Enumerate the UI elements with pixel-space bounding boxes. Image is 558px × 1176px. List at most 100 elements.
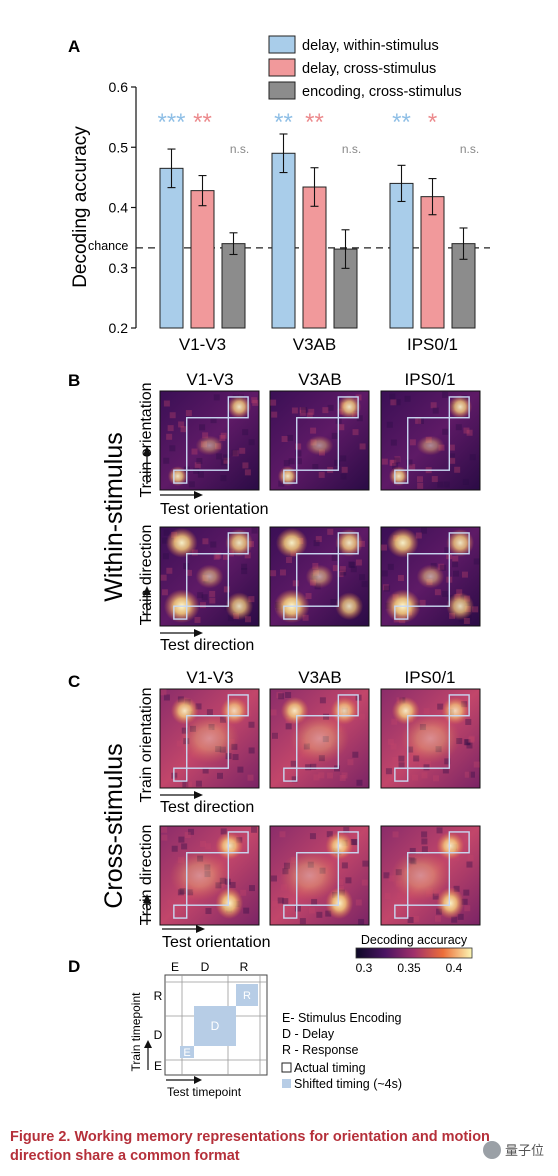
train-orientation-label-c: Train orientation bbox=[138, 687, 155, 802]
heatmap bbox=[159, 688, 260, 789]
legend-label-encoding: encoding, cross-stimulus bbox=[302, 84, 462, 100]
figure: A delay, within-stimulus delay, cross-st… bbox=[68, 35, 490, 1099]
within-stimulus-label: Within-stimulus bbox=[100, 432, 128, 601]
bar bbox=[302, 186, 327, 329]
heatmap bbox=[269, 526, 370, 627]
cross-stimulus-label: Cross-stimulus bbox=[100, 743, 128, 908]
significance-label: ** bbox=[305, 109, 324, 136]
train-direction-label-c: Train direction bbox=[138, 825, 155, 926]
block-response bbox=[236, 984, 258, 1006]
legend-swatch-within bbox=[268, 35, 296, 54]
heatmap bbox=[380, 825, 481, 926]
panel-d-label: D bbox=[68, 957, 80, 976]
heatmap bbox=[380, 526, 481, 627]
legend: delay, within-stimulus delay, cross-stim… bbox=[268, 35, 462, 100]
row-label-d: D bbox=[154, 1028, 163, 1042]
heatmap bbox=[159, 526, 260, 627]
legend-actual-timing: Actual timing bbox=[294, 1061, 366, 1075]
wechat-icon bbox=[482, 1140, 501, 1159]
col-label-ips-c: IPS0/1 bbox=[404, 668, 455, 687]
within-stimulus-heatmaps bbox=[159, 390, 481, 627]
colorbar-title: Decoding accuracy bbox=[361, 933, 468, 947]
test-direction-label-c: Test direction bbox=[160, 799, 254, 816]
arrow-head bbox=[194, 629, 203, 637]
significance-label: * bbox=[428, 109, 437, 136]
heatmap bbox=[159, 390, 260, 491]
actual-timing-swatch bbox=[281, 1062, 292, 1073]
panel-b-label: B bbox=[68, 371, 80, 390]
col-label-d: D bbox=[201, 960, 210, 974]
legend-response: R - Response bbox=[282, 1043, 358, 1057]
block-label-e: E bbox=[183, 1047, 190, 1059]
col-label-v1v3-c: V1-V3 bbox=[186, 668, 233, 687]
arrow-head bbox=[196, 925, 205, 933]
bar bbox=[159, 167, 184, 329]
block-encoding bbox=[180, 1046, 194, 1058]
colorbar-tick: 0.4 bbox=[446, 961, 463, 975]
chance-label: chance bbox=[88, 239, 128, 253]
legend-swatch-encoding bbox=[268, 81, 296, 100]
shifted-timing-swatch bbox=[282, 1079, 291, 1088]
colorbar: Decoding accuracy 0.3 0.35 0.4 bbox=[355, 933, 473, 975]
col-label-r: R bbox=[240, 960, 249, 974]
arrow-head bbox=[143, 586, 151, 595]
row-label-e: E bbox=[154, 1059, 162, 1073]
arrow-head bbox=[144, 1040, 152, 1048]
bar bbox=[271, 152, 296, 329]
heatmap bbox=[269, 825, 370, 926]
y-tick-label: 0.6 bbox=[109, 79, 129, 95]
arrow-head bbox=[194, 791, 203, 799]
bar bbox=[221, 243, 246, 329]
y-tick-label: 0.5 bbox=[109, 139, 129, 155]
row-label-r: R bbox=[154, 989, 163, 1003]
significance-label: n.s. bbox=[342, 142, 361, 156]
col-label-v3ab-c: V3AB bbox=[298, 668, 341, 687]
y-axis-label: Decoding accuracy bbox=[70, 126, 91, 288]
block-delay bbox=[194, 1006, 236, 1046]
heatmap bbox=[269, 390, 370, 491]
colorbar-tick: 0.35 bbox=[397, 961, 421, 975]
y-tick-label: 0.4 bbox=[109, 200, 129, 216]
arrow-head bbox=[143, 446, 151, 455]
colorbar-tick: 0.3 bbox=[356, 961, 373, 975]
arrow-head bbox=[143, 894, 151, 903]
bar bbox=[389, 182, 414, 329]
significance-label: n.s. bbox=[460, 142, 479, 156]
legend-swatch-cross bbox=[268, 58, 296, 77]
y-tick-label: 0.3 bbox=[109, 260, 129, 276]
test-orientation-label-b: Test orientation bbox=[160, 501, 269, 518]
colorbar-gradient bbox=[355, 947, 473, 959]
heatmap bbox=[380, 688, 481, 789]
category-label: IPS0/1 bbox=[407, 335, 458, 354]
significance-label: *** bbox=[157, 109, 185, 136]
cross-stimulus-heatmaps bbox=[159, 688, 481, 926]
significance-label: n.s. bbox=[230, 142, 249, 156]
test-orientation-label-c: Test orientation bbox=[162, 934, 271, 951]
col-label-v3ab-b: V3AB bbox=[298, 370, 341, 389]
block-label-d: D bbox=[211, 1019, 220, 1033]
category-label: V3AB bbox=[293, 335, 336, 354]
test-timepoint-label: Test timepoint bbox=[167, 1085, 242, 1099]
legend-label-within: delay, within-stimulus bbox=[302, 38, 439, 54]
bar bbox=[420, 196, 445, 329]
legend-shifted-timing: Shifted timing (~4s) bbox=[294, 1077, 402, 1091]
train-timepoint-label: Train timepoint bbox=[129, 992, 143, 1072]
heatmap bbox=[380, 390, 481, 491]
test-direction-label-b: Test direction bbox=[160, 637, 254, 654]
y-tick-label: 0.2 bbox=[109, 320, 129, 336]
legend-encoding: E- Stimulus Encoding bbox=[282, 1011, 402, 1025]
panel-a-label: A bbox=[68, 37, 80, 56]
heatmap bbox=[159, 825, 260, 926]
bar bbox=[190, 190, 215, 329]
watermark: 量子位 bbox=[482, 1140, 544, 1159]
figure-caption: Figure 2. Working memory representations… bbox=[10, 1129, 490, 1164]
legend-delay: D - Delay bbox=[282, 1027, 335, 1041]
train-direction-label-b: Train direction bbox=[138, 525, 155, 626]
block-label-r: R bbox=[243, 990, 251, 1002]
arrow-head bbox=[194, 1076, 202, 1084]
legend-label-cross: delay, cross-stimulus bbox=[302, 61, 436, 77]
significance-label: ** bbox=[274, 109, 293, 136]
category-label: V1-V3 bbox=[179, 335, 226, 354]
watermark-text: 量子位 bbox=[504, 1143, 544, 1158]
